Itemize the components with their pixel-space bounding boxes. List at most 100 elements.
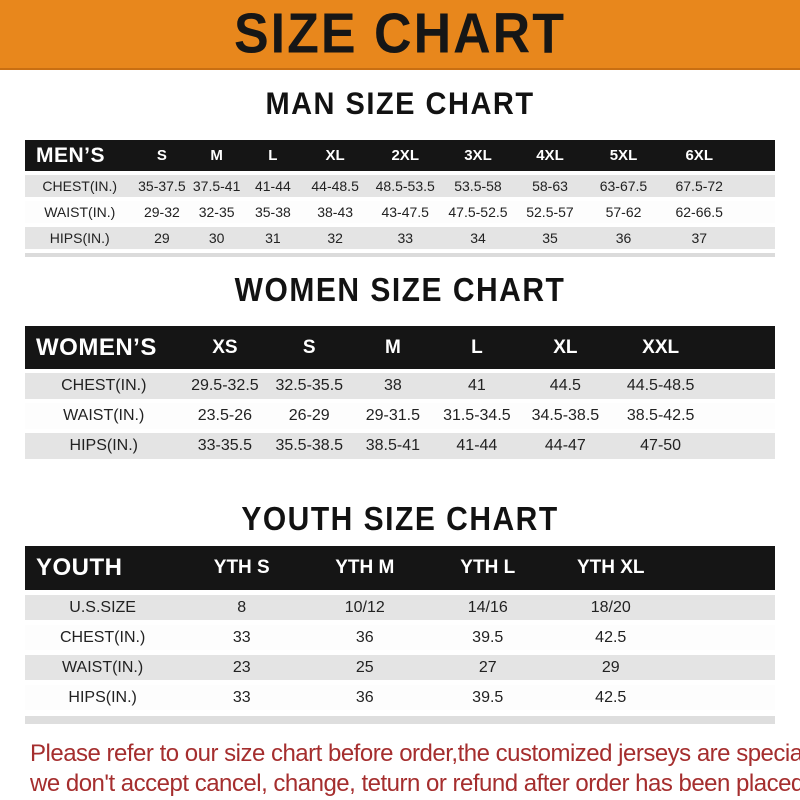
row-label-cell: WAIST(IN.) xyxy=(44,204,116,220)
size-value-cell: 47-50 xyxy=(640,437,682,454)
size-value-cell: 29 xyxy=(601,658,620,676)
size-value-cell: 39.5 xyxy=(472,628,504,646)
size-value-cell: 27 xyxy=(478,658,497,676)
column-header-cell: S xyxy=(156,147,167,164)
title-banner: SIZE CHART xyxy=(0,0,800,70)
table-row: WAIST(IN.) 29-32 32-35 35-38 38-43 43-47.5 47.… xyxy=(25,201,775,223)
column-header-cell: 6XL xyxy=(685,147,713,164)
size-value-cell: 44.5 xyxy=(549,377,581,394)
size-value-cell: 42.5 xyxy=(595,688,627,706)
table-row: HIPS(IN.) 29 30 31 32 33 34 35 36 37 xyxy=(25,227,775,249)
size-value-cell: 41 xyxy=(467,377,486,394)
table-row: WAIST(IN.) 23.5-26 26-29 29-31.5 31.5-34.5 34… xyxy=(25,403,775,429)
section-heading: MAN SIZE CHART xyxy=(265,86,535,122)
size-value-cell: 33 xyxy=(232,688,251,706)
size-value-cell: 31.5-34.5 xyxy=(443,407,511,424)
size-value-cell: 23.5-26 xyxy=(197,407,252,424)
size-value-cell: 32 xyxy=(327,230,343,246)
column-header-cell: S xyxy=(302,336,316,358)
size-value-cell: 33 xyxy=(397,230,414,246)
column-header-cell: XL xyxy=(325,147,345,164)
table-bottom-strip xyxy=(25,716,775,724)
size-chart-section: YOUTH SIZE CHART YOUTH YTH S YTH M YTH L YTH… xyxy=(0,501,800,724)
page-title: SIZE CHART xyxy=(234,2,566,66)
column-header-cell: XXL xyxy=(642,336,680,358)
column-header-cell: YTH S xyxy=(213,557,270,578)
column-header-cell: XS xyxy=(212,336,238,358)
size-value-cell: 35-37.5 xyxy=(138,178,186,194)
size-table: MEN’S S M L XL 2XL 3XL 4XL 5XL 6XL CHEST(IN.) 35-3… xyxy=(25,140,775,257)
size-value-cell: 62-66.5 xyxy=(675,204,723,220)
section-heading: WOMEN SIZE CHART xyxy=(234,272,566,309)
size-value-cell: 35 xyxy=(542,230,558,246)
column-header-cell: L xyxy=(268,147,278,164)
column-header-cell: YTH M xyxy=(335,557,395,578)
size-value-cell: 57-62 xyxy=(605,204,642,220)
size-value-cell: 35-38 xyxy=(254,204,291,220)
row-label-cell: HIPS(IN.) xyxy=(49,230,110,246)
size-value-cell: 30 xyxy=(208,230,225,246)
size-value-cell: 43-47.5 xyxy=(381,204,429,220)
size-value-cell: 10/12 xyxy=(344,598,385,616)
size-value-cell: 34.5-38.5 xyxy=(531,407,600,424)
size-value-cell: 29-31.5 xyxy=(365,407,420,424)
size-value-cell: 67.5-72 xyxy=(675,178,723,194)
table-row: CHEST(IN.) 29.5-32.5 32.5-35.5 38 41 44.5 44.5… xyxy=(25,373,775,399)
size-value-cell: 33-35.5 xyxy=(197,437,252,454)
size-value-cell: 38 xyxy=(383,377,402,394)
size-value-cell: 41-44 xyxy=(254,178,291,194)
table-header-row: WOMEN’S XS S M L XL XXL xyxy=(25,326,775,369)
disclaimer-line-1: Please refer to our size chart before or… xyxy=(30,740,800,767)
size-value-cell: 38.5-41 xyxy=(365,437,420,454)
size-chart-section: WOMEN SIZE CHART WOMEN’S XS S M L XL XXL CHEST… xyxy=(0,272,800,459)
size-value-cell: 26-29 xyxy=(288,407,330,424)
table-header-row: MEN’S S M L XL 2XL 3XL 4XL 5XL 6XL xyxy=(25,140,775,171)
row-label-cell: CHEST(IN.) xyxy=(61,377,147,394)
size-value-cell: 47.5-52.5 xyxy=(448,204,508,220)
size-value-cell: 23 xyxy=(232,658,251,676)
size-value-cell: 44.5-48.5 xyxy=(626,377,695,394)
size-value-cell: 29.5-32.5 xyxy=(191,377,259,394)
column-header-cell: M xyxy=(384,336,401,358)
size-chart-section: MAN SIZE CHART MEN’S S M L XL 2XL 3XL 4XL 5XL 6XL… xyxy=(0,86,800,257)
table-row: HIPS(IN.) 33 36 39.5 42.5 xyxy=(25,685,775,710)
size-chart-sections: MAN SIZE CHART MEN’S S M L XL 2XL 3XL 4XL 5XL 6XL… xyxy=(0,86,800,724)
size-value-cell: 31 xyxy=(265,230,281,246)
size-value-cell: 18/20 xyxy=(590,598,631,616)
column-header-cell: 5XL xyxy=(609,147,638,164)
table-name-cell: YOUTH xyxy=(36,554,123,581)
table-name-cell: MEN’S xyxy=(36,143,106,167)
table-name-cell: WOMEN’S xyxy=(36,333,157,361)
size-value-cell: 25 xyxy=(355,658,374,676)
size-value-cell: 36 xyxy=(615,230,632,246)
section-heading: YOUTH SIZE CHART xyxy=(241,501,559,538)
table-header-row: YOUTH YTH S YTH M YTH L YTH XL xyxy=(25,546,775,590)
column-header-cell: YTH L xyxy=(460,557,516,578)
table-row: U.S.SIZE 8 10/12 14/16 18/20 xyxy=(25,595,775,620)
size-value-cell: 41-44 xyxy=(456,437,498,454)
column-header-cell: YTH XL xyxy=(576,557,645,578)
table-bottom-strip xyxy=(25,253,775,257)
size-value-cell: 53.5-58 xyxy=(454,178,502,194)
column-header-cell: XL xyxy=(553,336,578,358)
size-value-cell: 8 xyxy=(237,598,247,616)
row-label-cell: WAIST(IN.) xyxy=(62,658,144,676)
disclaimer-note: Please refer to our size chart before or… xyxy=(30,739,800,799)
column-header-cell: L xyxy=(471,336,483,358)
table-row: HIPS(IN.) 33-35.5 35.5-38.5 38.5-41 41-44 44-… xyxy=(25,433,775,459)
disclaimer-line-2: we don't accept cancel, change, teturn o… xyxy=(30,770,800,797)
size-value-cell: 32.5-35.5 xyxy=(275,377,344,394)
size-value-cell: 29 xyxy=(154,230,170,246)
size-value-cell: 38-43 xyxy=(317,204,354,220)
column-header-cell: 4XL xyxy=(536,147,564,164)
row-label-cell: CHEST(IN.) xyxy=(42,178,118,194)
size-table: WOMEN’S XS S M L XL XXL CHEST(IN.) 29.5-32.5 32.… xyxy=(25,326,775,459)
size-value-cell: 42.5 xyxy=(595,628,627,646)
row-label-cell: WAIST(IN.) xyxy=(63,407,145,424)
size-value-cell: 14/16 xyxy=(467,598,508,616)
table-row: WAIST(IN.) 23 25 27 29 xyxy=(25,655,775,680)
size-value-cell: 38.5-42.5 xyxy=(626,407,695,424)
size-value-cell: 32-35 xyxy=(198,204,235,220)
column-header-cell: 2XL xyxy=(391,147,419,164)
